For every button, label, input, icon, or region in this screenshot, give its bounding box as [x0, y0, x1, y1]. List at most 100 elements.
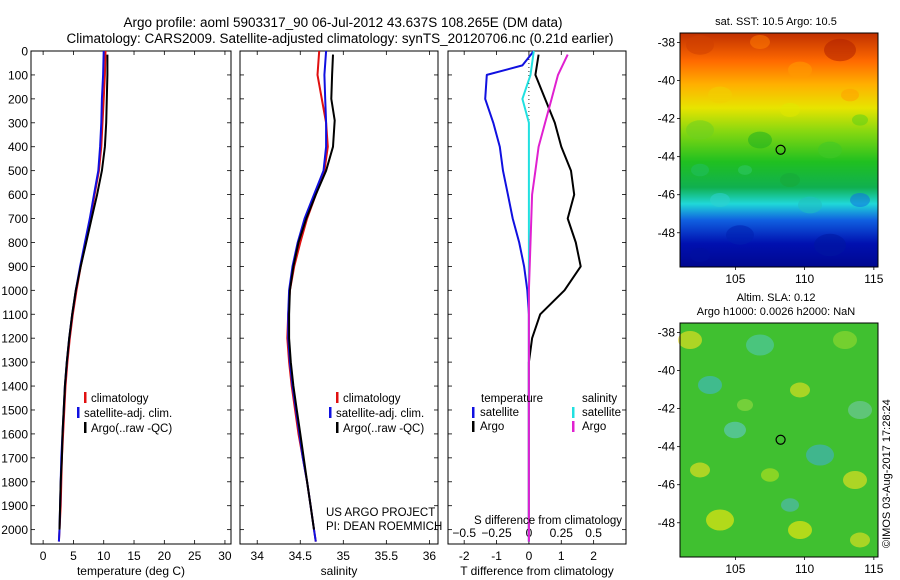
sst-patch	[690, 248, 710, 262]
sla-patch	[746, 334, 774, 356]
sst-patch	[710, 193, 730, 207]
depth-tick-label: 1600	[1, 427, 28, 441]
series-line-s-argo	[527, 54, 569, 542]
lat-tick-label: -46	[658, 188, 676, 202]
project-annotation: US ARGO PROJECT	[326, 507, 435, 519]
sst-patch	[814, 233, 846, 257]
x-tick-label: 34.5	[289, 549, 313, 563]
series-line-argo-raw-qc	[288, 54, 336, 530]
sla-patch	[781, 498, 799, 512]
x-tick-label: 20	[158, 549, 172, 563]
legend-swatch-s-satellite	[572, 407, 575, 418]
plot-frame	[30, 50, 232, 545]
legend-label-t-argo: Argo	[480, 421, 504, 433]
sst-patch	[726, 225, 754, 245]
sla-map-title-1: Altim. SLA: 0.12	[737, 292, 816, 304]
depth-tick-label: 1000	[1, 284, 28, 298]
map-frame	[679, 32, 879, 268]
legend-label-s-satellite: satellite	[582, 407, 621, 419]
sst-patch	[691, 163, 709, 177]
x-tick-label: -2	[459, 549, 470, 563]
legend-swatch-satellite	[329, 407, 332, 418]
sst-field	[680, 33, 878, 267]
lat-tick-label: -42	[658, 402, 676, 416]
s-tick-label: 0.25	[550, 526, 574, 540]
depth-tick-label: 1400	[1, 380, 28, 394]
lat-tick-label: -46	[658, 478, 676, 492]
x-tick-label: 36	[423, 549, 437, 563]
sst-patch	[686, 35, 714, 55]
sst-map-panel: sat. SST: 10.5 Argo: 10.5 -38 -40 -42 -44 -4…	[658, 16, 884, 286]
legend-heading-temperature: temperature	[481, 393, 543, 405]
legend-label-climatology: climatology	[343, 393, 401, 405]
s-axis-title: S difference from climatology	[474, 515, 622, 527]
depth-tick-label: 300	[8, 116, 28, 130]
x-tick-label: 30	[218, 549, 232, 563]
sst-patch	[780, 103, 800, 117]
depth-tick-label: 200	[8, 92, 28, 106]
sst-patch	[788, 61, 812, 79]
x-tick-label: 0	[40, 549, 47, 563]
sla-patch	[843, 471, 867, 489]
depth-tick-label: 1100	[2, 308, 28, 322]
temperature-legend: climatology satellite-adj. clim. Argo(..…	[77, 392, 172, 435]
legend-label-satellite: satellite-adj. clim.	[336, 408, 424, 420]
depth-tick-label: 2000	[1, 523, 28, 537]
s-tick-label: 0.5	[585, 526, 602, 540]
sla-patch	[690, 462, 710, 478]
sst-patch	[780, 173, 800, 187]
sla-patch	[788, 521, 812, 539]
legend-swatch-satellite	[77, 407, 80, 418]
depth-tick-label: 700	[8, 212, 28, 226]
sla-patch	[706, 509, 734, 531]
sst-patch	[750, 35, 770, 49]
lon-tick-label: 115	[864, 272, 883, 286]
sst-patch	[686, 120, 714, 140]
series-line-argo-raw-qc	[58, 54, 109, 530]
depth-tick-label: 1200	[1, 332, 28, 346]
difference-legend: temperature satellite Argo salinity sate…	[472, 393, 622, 527]
depth-tick-label: 1700	[1, 451, 28, 465]
series-line-t-argo	[527, 54, 582, 530]
sst-patch	[841, 88, 859, 102]
depth-tick-label: 1800	[1, 475, 28, 489]
legend-swatch-climatology	[84, 392, 87, 403]
x-tick-label: 2	[590, 549, 597, 563]
sst-patch	[748, 131, 772, 149]
sla-map-title-2: Argo h1000: 0.0026 h2000: NaN	[697, 306, 855, 318]
legend-label-satellite: satellite-adj. clim.	[84, 408, 172, 420]
depth-tick-label: 500	[8, 164, 28, 178]
lon-tick-label: 115	[864, 562, 883, 576]
x-tick-label: 34	[251, 549, 265, 563]
x-tick-label: 35	[337, 549, 351, 563]
lat-tick-label: -48	[658, 516, 676, 530]
sst-patch	[708, 86, 732, 104]
sla-map-panel: Altim. SLA: 0.12 Argo h1000: 0.0026 h200…	[658, 292, 884, 576]
sla-patch	[698, 376, 722, 394]
legend-swatch-argo	[336, 422, 339, 433]
lon-tick-label: 110	[795, 272, 814, 286]
lat-tick-label: -40	[658, 74, 676, 88]
sla-texture	[678, 331, 872, 548]
depth-tick-label: 100	[8, 68, 28, 82]
sst-patch	[738, 165, 752, 175]
s-tick-label: −0.25	[481, 526, 512, 540]
legend-swatch-t-argo	[472, 421, 475, 432]
sla-patch	[737, 399, 753, 411]
lat-tick-label: -40	[658, 364, 676, 378]
x-axis-label: salinity	[321, 564, 358, 578]
lat-tick-label: -48	[658, 226, 676, 240]
map-frame	[679, 322, 879, 558]
sla-patch	[678, 331, 702, 349]
lon-tick-label: 105	[725, 562, 745, 576]
legend-swatch-s-argo	[572, 421, 575, 432]
sst-map-title: sat. SST: 10.5 Argo: 10.5	[715, 16, 837, 28]
depth-tick-label: 1900	[1, 499, 28, 513]
x-tick-label: 1	[558, 549, 565, 563]
sst-texture	[686, 35, 870, 262]
legend-label-t-satellite: satellite	[480, 407, 519, 419]
sst-patch	[852, 114, 868, 126]
depth-tick-label: 0	[21, 45, 28, 59]
depth-tick-label: 1500	[1, 403, 28, 417]
